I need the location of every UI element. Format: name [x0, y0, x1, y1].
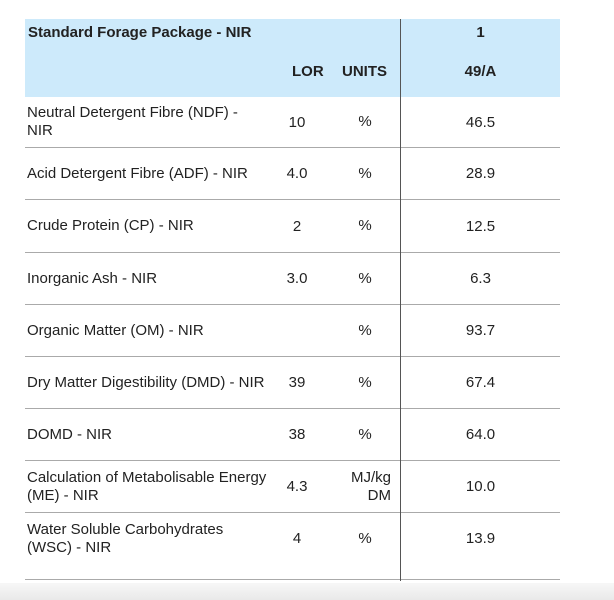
lor-value: 4 — [292, 530, 302, 547]
result-value: 46.5 — [465, 113, 496, 131]
table-row: Organic Matter (OM) - NIR % 93.7 — [25, 305, 560, 357]
units-value: MJ/kg DM — [350, 468, 391, 504]
units-value: % — [358, 164, 372, 182]
lor-value: 38 — [288, 426, 306, 443]
result-value: 67.4 — [465, 374, 496, 391]
units-value: % — [358, 530, 372, 547]
table-header — [25, 19, 560, 97]
lor-value: 10 — [288, 113, 306, 131]
lor-value: 4.0 — [286, 165, 308, 182]
result-value: 64.0 — [465, 426, 496, 443]
column-header-units: UNITS — [342, 63, 387, 80]
result-value: 93.7 — [465, 322, 496, 339]
column-divider — [400, 19, 401, 581]
table-title: Standard Forage Package - NIR — [28, 24, 252, 41]
sample-number: 1 — [476, 24, 485, 41]
analyte-name: Calculation of Metabolisable Energy (ME)… — [27, 468, 267, 504]
analyte-name: Neutral Detergent Fibre (NDF) - NIR — [27, 104, 238, 139]
analyte-name: Dry Matter Digestibility (DMD) - NIR — [27, 373, 265, 391]
analyte-name: Water Soluble Carbohydrates (WSC) - NIR — [27, 521, 224, 556]
table-row: DOMD - NIR 38 % 64.0 — [25, 409, 560, 461]
column-header-lor: LOR — [292, 63, 324, 80]
lor-value: 2 — [292, 217, 302, 235]
table-row: Inorganic Ash - NIR 3.0 % 6.3 — [25, 253, 560, 305]
units-value: % — [358, 113, 372, 130]
analyte-name: Organic Matter (OM) - NIR — [27, 321, 204, 339]
lor-value: 39 — [288, 374, 306, 391]
lor-value — [267, 305, 327, 356]
result-value: 13.9 — [465, 530, 496, 547]
result-value: 6.3 — [470, 270, 491, 287]
result-value: 12.5 — [465, 217, 496, 235]
table-row: Dry Matter Digestibility (DMD) - NIR 39 … — [25, 357, 560, 409]
units-value: % — [358, 217, 372, 234]
result-value: 28.9 — [465, 165, 496, 182]
table-row: Neutral Detergent Fibre (NDF) - NIR 10 %… — [25, 97, 560, 148]
analyte-name: Inorganic Ash - NIR — [27, 269, 158, 287]
analyte-name: Crude Protein (CP) - NIR — [27, 217, 194, 234]
units-value: % — [358, 269, 372, 287]
units-value: % — [358, 321, 372, 339]
table-row: Acid Detergent Fibre (ADF) - NIR 4.0 % 2… — [25, 148, 560, 200]
table-row: Crude Protein (CP) - NIR 2 % 12.5 — [25, 200, 560, 253]
units-value: % — [358, 425, 372, 443]
result-value: 10.0 — [465, 478, 496, 495]
page-footer-bar — [0, 583, 614, 600]
table-row: Calculation of Metabolisable Energy (ME)… — [25, 461, 560, 513]
analyte-name: Acid Detergent Fibre (ADF) - NIR — [27, 164, 248, 182]
lor-value: 4.3 — [286, 478, 308, 495]
lor-value: 3.0 — [286, 270, 308, 287]
table-row: Water Soluble Carbohydrates (WSC) - NIR … — [25, 513, 560, 580]
units-value: % — [358, 373, 372, 391]
column-header-sample-id: 49/A — [464, 63, 497, 80]
analyte-name: DOMD - NIR — [27, 425, 112, 443]
